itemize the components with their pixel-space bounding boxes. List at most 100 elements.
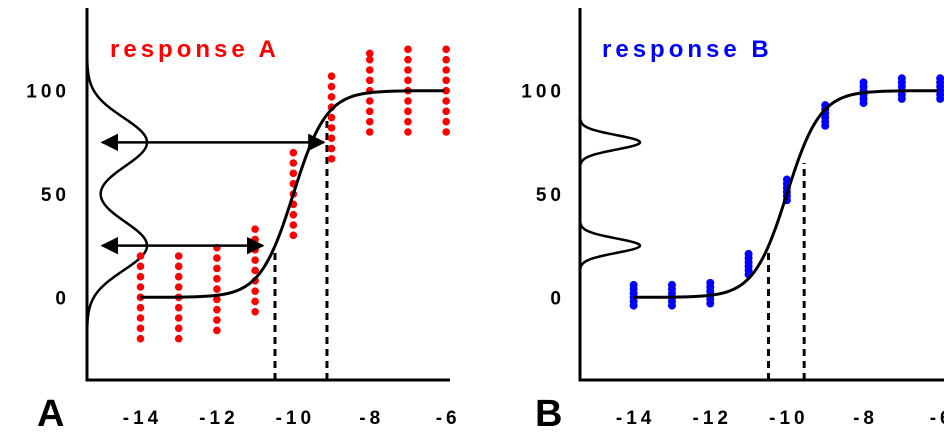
x-tick-label: -10 <box>769 408 808 429</box>
data-point <box>365 76 374 85</box>
panel-letter: A <box>37 393 64 435</box>
data-point <box>213 305 221 314</box>
data-point <box>327 124 336 132</box>
data-point <box>136 262 145 271</box>
fit-curve <box>140 89 445 299</box>
data-point <box>404 97 412 105</box>
data-point <box>442 86 450 95</box>
data-point <box>213 326 221 335</box>
data-point <box>365 128 374 136</box>
data-point <box>404 66 412 74</box>
data-point <box>174 262 183 271</box>
data-point <box>213 285 221 293</box>
data-point <box>327 155 336 163</box>
data-point <box>327 82 336 91</box>
data-point <box>251 287 259 295</box>
data-point <box>251 235 259 244</box>
data-point <box>136 303 145 312</box>
data-point <box>136 252 145 260</box>
data-point <box>327 113 336 122</box>
data-point <box>213 295 221 304</box>
data-point <box>289 210 298 219</box>
data-point <box>136 334 145 343</box>
x-tick-label: -8 <box>359 408 384 429</box>
data-point <box>289 159 298 167</box>
data-point <box>327 93 336 101</box>
panel-a: A response A 0 50 100 -14 -12 -10 -8 -6 <box>26 8 461 435</box>
data-point <box>442 97 450 105</box>
data-point <box>404 128 412 136</box>
data-point <box>174 252 183 260</box>
chart-title: response A <box>110 36 280 63</box>
data-point <box>213 264 221 273</box>
x-tick-label: -12 <box>199 408 238 429</box>
y-tick-label: 0 <box>550 288 565 309</box>
data-point <box>174 314 183 322</box>
data-point <box>404 107 412 116</box>
data-point <box>251 225 259 233</box>
data-point <box>136 314 145 322</box>
data-point <box>442 66 450 74</box>
data-point <box>289 148 298 157</box>
data-point <box>706 278 715 287</box>
data-point <box>404 76 412 85</box>
data-point <box>365 66 374 74</box>
data-point <box>251 266 259 275</box>
fit-curve <box>633 89 939 299</box>
data-point <box>174 283 183 291</box>
data-point <box>289 169 298 178</box>
density-curve <box>578 8 642 380</box>
data-point <box>251 256 259 264</box>
x-tick-label: -6 <box>436 408 461 429</box>
data-point <box>442 76 450 85</box>
data-point <box>365 97 374 105</box>
y-tick-label: 0 <box>55 288 70 309</box>
x-tick-label: -14 <box>123 408 162 429</box>
data-point <box>136 272 145 281</box>
y-tick-label: 100 <box>521 82 565 103</box>
x-tick-label: -10 <box>276 408 315 429</box>
data-point <box>136 324 145 333</box>
y-tick-label: 50 <box>536 185 565 206</box>
data-point <box>213 316 221 324</box>
data-point <box>936 74 944 83</box>
data-point <box>251 246 259 254</box>
data-point <box>365 117 374 126</box>
data-point <box>442 107 450 116</box>
data-point <box>404 55 412 64</box>
data-point <box>289 221 298 229</box>
data-point <box>365 107 374 116</box>
data-point <box>327 134 336 142</box>
chart-title: response B <box>602 36 773 63</box>
data-point <box>327 72 336 80</box>
data-point <box>744 249 753 258</box>
x-tick-label: -12 <box>693 408 732 429</box>
x-tick-label: -6 <box>930 408 944 429</box>
data-point <box>897 74 906 83</box>
data-point <box>174 334 183 343</box>
data-point <box>327 144 336 153</box>
data-point <box>251 308 259 316</box>
data-point <box>859 78 868 87</box>
data-point <box>442 128 450 136</box>
density-curve <box>85 8 149 380</box>
data-point <box>404 45 412 54</box>
data-point <box>365 55 374 64</box>
data-point <box>442 117 450 126</box>
x-tick-label: -8 <box>853 408 878 429</box>
data-point <box>667 280 676 289</box>
data-point <box>442 45 450 54</box>
data-point <box>174 303 183 312</box>
data-point <box>251 297 259 306</box>
data-point <box>782 175 791 184</box>
data-point <box>365 49 374 58</box>
data-point <box>136 283 145 291</box>
data-point <box>174 272 183 281</box>
data-point <box>174 324 183 333</box>
data-point <box>404 117 412 126</box>
data-point <box>213 254 221 262</box>
data-point <box>213 274 221 283</box>
y-tick-label: 50 <box>41 185 70 206</box>
x-tick-label: -14 <box>616 408 655 429</box>
